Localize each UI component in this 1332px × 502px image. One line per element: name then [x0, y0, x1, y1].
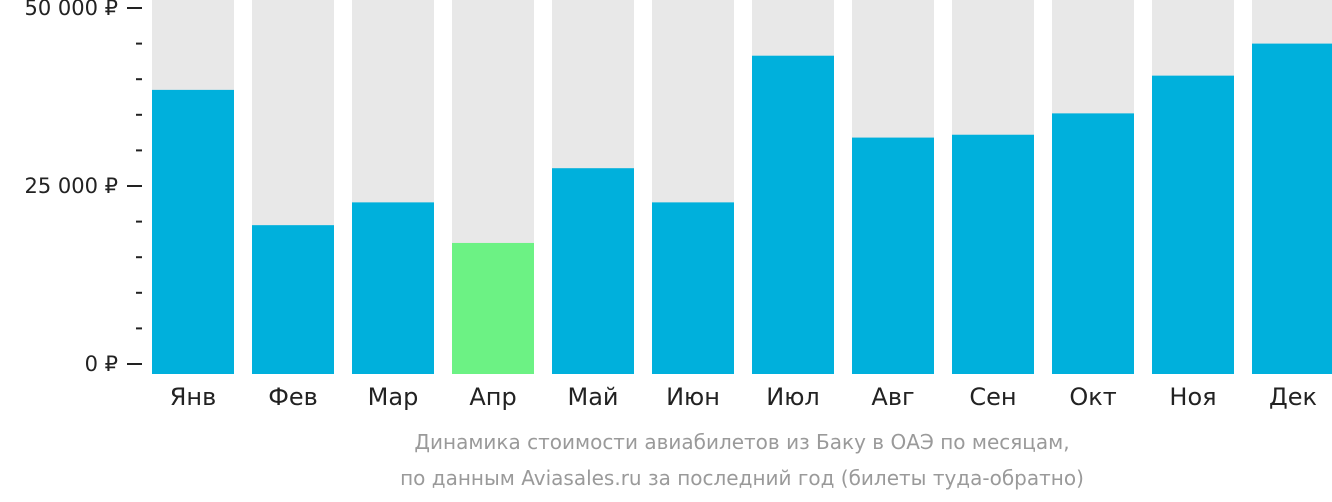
bar-Май[interactable]: [552, 168, 634, 374]
y-axis: 0 ₽ 25 000 ₽ 50 000 ₽: [24, 0, 142, 376]
x-tick-label: Июн: [666, 383, 720, 411]
x-tick-label: Май: [567, 383, 618, 411]
y-tick-label: 50 000 ₽: [24, 0, 118, 20]
x-tick-label: Июл: [766, 383, 820, 411]
y-tick-label: 25 000 ₽: [24, 174, 118, 198]
bar-Июл[interactable]: [752, 55, 834, 374]
x-tick-label: Авг: [871, 383, 914, 411]
x-tick-label: Дек: [1269, 383, 1317, 411]
x-tick-label: Окт: [1069, 383, 1116, 411]
x-tick-label: Янв: [170, 383, 217, 411]
price-bar-chart: 0 ₽ 25 000 ₽ 50 000 ₽ Янв Фев Мар Апр Май Июн Ию…: [24, 0, 1332, 411]
x-axis-labels: Янв Фев Мар Апр Май Июн Июл Авг Сен Окт Ноя Дек: [170, 383, 1317, 411]
bar-Ноя[interactable]: [1152, 75, 1234, 374]
chart-title: Динамика стоимости авиабилетов из Баку в…: [414, 430, 1070, 454]
bar-Июн[interactable]: [652, 202, 734, 374]
bar-Дек[interactable]: [1252, 43, 1332, 374]
x-tick-label: Фев: [268, 383, 318, 411]
bar-Мар[interactable]: [352, 202, 434, 374]
chart-subtitle: по данным Aviasales.ru за последний год …: [400, 466, 1084, 490]
bar-Авг[interactable]: [852, 137, 934, 374]
bar-Апр[interactable]: [452, 242, 534, 374]
bars-group: [152, 0, 1332, 374]
x-tick-label: Апр: [469, 383, 516, 411]
x-tick-label: Мар: [368, 383, 419, 411]
bar-Сен[interactable]: [952, 134, 1034, 374]
x-tick-label: Сен: [969, 383, 1016, 411]
bar-Окт[interactable]: [1052, 113, 1134, 374]
x-tick-label: Ноя: [1169, 383, 1216, 411]
bar-Янв[interactable]: [152, 89, 234, 374]
y-tick-label: 0 ₽: [85, 352, 118, 376]
bar-Фев[interactable]: [252, 225, 334, 374]
